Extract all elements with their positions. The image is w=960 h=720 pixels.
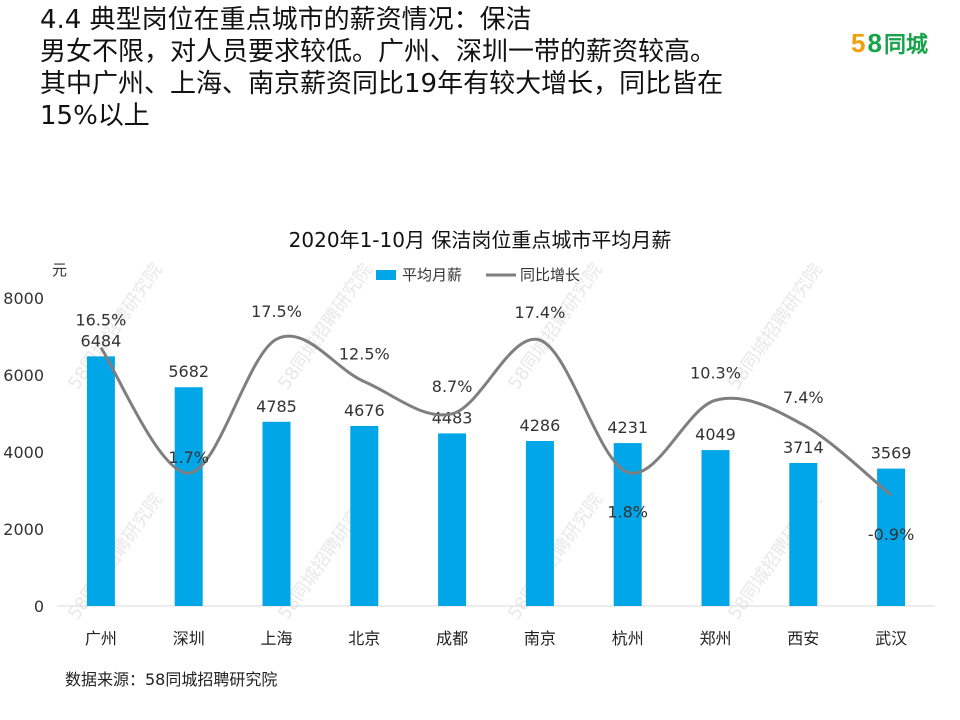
x-tick-label: 武汉 [875, 629, 907, 648]
bar-value-label: 4231 [607, 418, 648, 437]
x-tick-label: 杭州 [612, 629, 644, 648]
x-tick-label: 郑州 [699, 629, 731, 648]
x-tick-label: 深圳 [173, 629, 205, 648]
legend-label-line: 同比增长 [520, 266, 580, 284]
headline: 4.4 典型岗位在重点城市的薪资情况：保洁 男女不限，对人员要求较低。广州、深圳… [40, 4, 830, 132]
growth-value-label: 8.7% [432, 377, 473, 396]
bar-北京 [350, 425, 379, 606]
x-tick-label: 成都 [436, 629, 468, 648]
headline-line: 15%以上 [40, 101, 150, 131]
bar-value-label: 4676 [344, 401, 385, 420]
bar-上海 [262, 421, 291, 606]
headline-line: 男女不限，对人员要求较低。广州、深圳一带的薪资较高。 [40, 37, 717, 67]
bar-武汉 [877, 468, 906, 606]
x-tick-label: 广州 [85, 629, 117, 648]
bar-西安 [789, 463, 818, 606]
headline-line: 其中广州、上海、南京薪资同比19年有较大增长，同比皆在 [40, 69, 724, 99]
x-tick-label: 西安 [787, 629, 819, 648]
growth-value-label: 17.4% [514, 303, 565, 322]
growth-value-label: 16.5% [75, 311, 126, 330]
growth-value-label: -0.9% [868, 525, 914, 544]
chart-title: 2020年1-10月 保洁岗位重点城市平均月薪 [289, 228, 672, 252]
growth-value-label: 12.5% [339, 345, 390, 364]
y-tick-label: 4000 [3, 443, 44, 462]
bar-南京 [525, 440, 554, 606]
y-tick-label: 0 [34, 597, 44, 616]
growth-value-label: 7.4% [783, 388, 824, 407]
growth-value-label: 10.3% [690, 363, 741, 382]
bar-深圳 [174, 387, 203, 606]
bar-value-label: 4483 [432, 408, 473, 427]
watermark-text: 58同城招聘研究院 [504, 490, 607, 624]
bar-value-label: 3714 [783, 438, 824, 457]
growth-value-label: 1.8% [607, 502, 648, 521]
watermark-text: 58同城招聘研究院 [64, 490, 167, 624]
bar-value-label: 4785 [256, 397, 297, 416]
y-tick-label: 6000 [3, 366, 44, 385]
y-axis-unit: 元 [52, 261, 67, 279]
x-tick-label: 南京 [524, 629, 556, 648]
bar-广州 [86, 356, 115, 606]
bar-郑州 [701, 450, 730, 606]
legend-label-bar: 平均月薪 [402, 266, 462, 284]
headline-line: 4.4 典型岗位在重点城市的薪资情况：保洁 [40, 5, 532, 35]
growth-line [99, 334, 893, 497]
bar-value-label: 4286 [520, 416, 561, 435]
data-source: 数据来源：58同城招聘研究院 [65, 670, 278, 689]
legend-swatch-bar [376, 270, 396, 280]
bar-成都 [438, 433, 467, 606]
growth-value-label: 1.7% [168, 448, 209, 467]
x-tick-label: 上海 [260, 629, 292, 648]
watermark-text: 58同城招聘研究院 [274, 260, 377, 394]
y-tick-label: 8000 [3, 289, 44, 308]
growth-value-label: 17.5% [251, 302, 302, 321]
bar-杭州 [613, 443, 642, 606]
logo-digit-5: 5 [851, 27, 866, 58]
bar-value-label: 6484 [81, 331, 122, 350]
logo-digit-8: 8 [867, 27, 882, 58]
bar-value-label: 5682 [168, 362, 209, 381]
y-tick-label: 2000 [3, 520, 44, 539]
logo-name: 同城 [883, 33, 928, 58]
bar-value-label: 4049 [695, 425, 736, 444]
bar-value-label: 3569 [871, 444, 912, 463]
x-tick-label: 北京 [348, 629, 380, 648]
